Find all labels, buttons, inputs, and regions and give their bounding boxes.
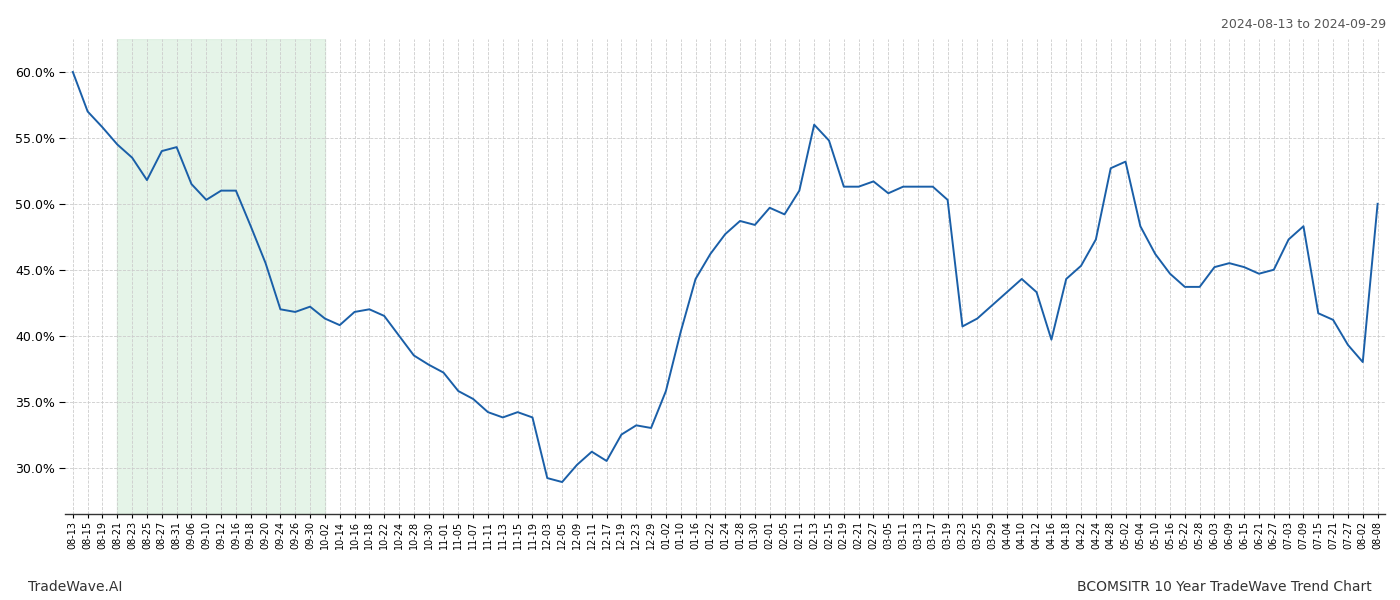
Text: 2024-08-13 to 2024-09-29: 2024-08-13 to 2024-09-29 (1221, 18, 1386, 31)
Text: TradeWave.AI: TradeWave.AI (28, 580, 122, 594)
Text: BCOMSITR 10 Year TradeWave Trend Chart: BCOMSITR 10 Year TradeWave Trend Chart (1077, 580, 1372, 594)
Bar (118, 39, 325, 514)
